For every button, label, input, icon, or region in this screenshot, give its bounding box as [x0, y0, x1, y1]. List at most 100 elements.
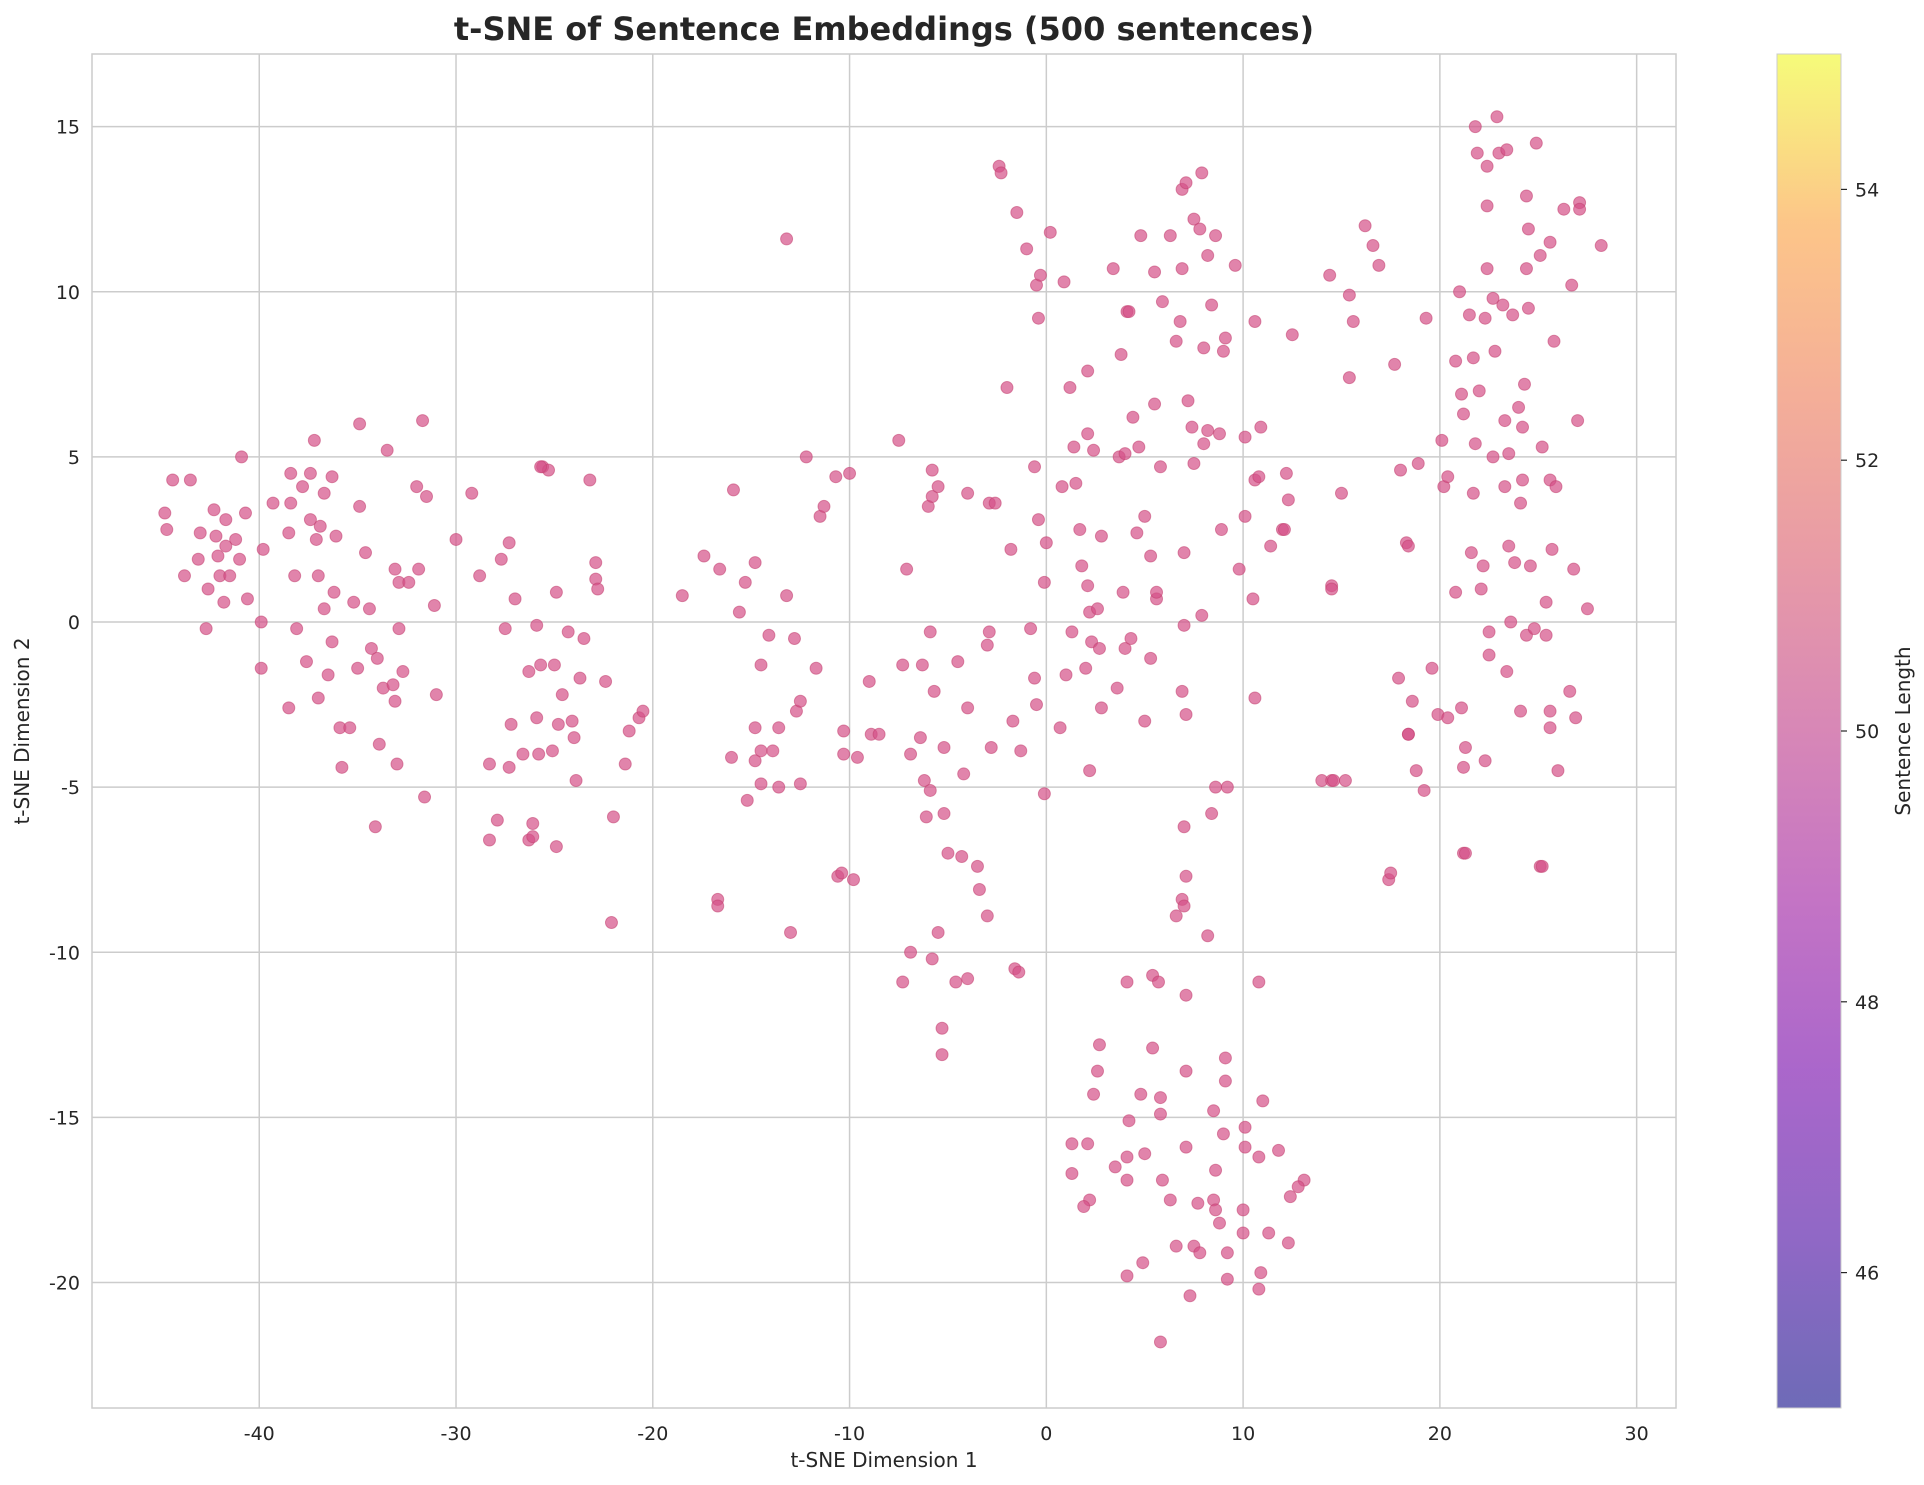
data-point — [1342, 371, 1356, 385]
data-point — [1535, 440, 1549, 454]
data-point — [1238, 1140, 1252, 1154]
data-point — [961, 972, 975, 986]
data-point — [191, 552, 205, 566]
data-point — [1201, 929, 1215, 943]
data-point — [1435, 433, 1449, 447]
data-point — [957, 767, 971, 781]
data-point — [931, 925, 945, 939]
x-tick-label: 20 — [1428, 1423, 1452, 1445]
data-point — [1120, 1173, 1134, 1187]
colorbar-tick-label: 50 — [1855, 721, 1879, 743]
data-point — [1218, 331, 1232, 345]
data-point — [1580, 602, 1594, 616]
data-point — [177, 569, 191, 583]
data-point — [508, 592, 522, 606]
data-point — [284, 496, 298, 510]
colorbar-tick-label: 46 — [1855, 1263, 1879, 1285]
data-point — [555, 688, 569, 702]
data-point — [1073, 523, 1087, 537]
data-point — [1136, 1256, 1150, 1270]
data-point — [1254, 1266, 1268, 1280]
data-point — [1262, 1226, 1276, 1240]
data-point — [240, 592, 254, 606]
data-point — [1205, 807, 1219, 821]
data-point — [1087, 443, 1101, 457]
data-point — [368, 820, 382, 834]
data-point — [1138, 1147, 1152, 1161]
data-point — [1455, 387, 1469, 401]
data-point — [1543, 704, 1557, 718]
data-point — [1456, 760, 1470, 774]
data-point — [303, 513, 317, 527]
data-point — [1327, 774, 1341, 788]
data-point — [1392, 671, 1406, 685]
data-point — [1366, 239, 1380, 253]
data-point — [697, 549, 711, 563]
grid-lines — [92, 54, 1676, 1408]
data-point — [1179, 1064, 1193, 1078]
data-point — [923, 625, 937, 639]
data-point — [1000, 381, 1014, 395]
data-point — [961, 701, 975, 715]
data-point — [1207, 1104, 1221, 1118]
data-point — [219, 513, 233, 527]
data-point — [1216, 1127, 1230, 1141]
data-point — [1248, 314, 1262, 328]
data-point — [1214, 523, 1228, 537]
data-point — [837, 747, 851, 761]
data-point — [1384, 866, 1398, 880]
data-point — [675, 589, 689, 603]
data-point — [534, 658, 548, 672]
data-point — [787, 632, 801, 646]
data-point — [1177, 820, 1191, 834]
data-point — [951, 655, 965, 669]
data-point — [201, 582, 215, 596]
data-point — [850, 750, 864, 764]
data-point — [1114, 348, 1128, 362]
data-point — [1529, 136, 1543, 150]
data-point — [229, 532, 243, 546]
data-point — [1187, 457, 1201, 471]
data-point — [1449, 354, 1463, 368]
data-point — [1281, 1236, 1295, 1250]
data-point — [1449, 585, 1463, 599]
data-point — [589, 556, 603, 570]
data-point — [1466, 486, 1480, 500]
data-point — [1527, 622, 1541, 636]
data-point — [565, 714, 579, 728]
data-point — [327, 585, 341, 599]
plot-area — [91, 53, 1677, 1409]
data-point — [1173, 314, 1187, 328]
data-point — [1517, 377, 1531, 391]
data-point — [1193, 1246, 1207, 1260]
data-point — [1563, 684, 1577, 698]
data-point — [534, 460, 548, 474]
data-point — [1543, 235, 1557, 249]
data-point — [1468, 120, 1482, 134]
data-point — [364, 641, 378, 655]
data-point — [1169, 909, 1183, 923]
data-point — [362, 602, 376, 616]
data-point — [935, 1021, 949, 1035]
data-point — [1500, 143, 1514, 157]
data-point — [1031, 513, 1045, 527]
data-point — [1153, 1091, 1167, 1105]
data-point — [1081, 579, 1095, 593]
data-point — [1169, 334, 1183, 348]
data-point — [835, 866, 849, 880]
data-point — [772, 721, 786, 735]
data-point — [1185, 420, 1199, 434]
data-point — [925, 463, 939, 477]
data-point — [1417, 783, 1431, 797]
data-point — [1138, 714, 1152, 728]
data-point — [1252, 1150, 1266, 1164]
data-point — [183, 473, 197, 487]
data-point — [1177, 618, 1191, 632]
data-point — [784, 925, 798, 939]
data-point — [1372, 258, 1386, 272]
data-point — [1024, 622, 1038, 636]
data-point — [1106, 262, 1120, 276]
data-point — [482, 833, 496, 847]
data-point — [1081, 1137, 1095, 1151]
